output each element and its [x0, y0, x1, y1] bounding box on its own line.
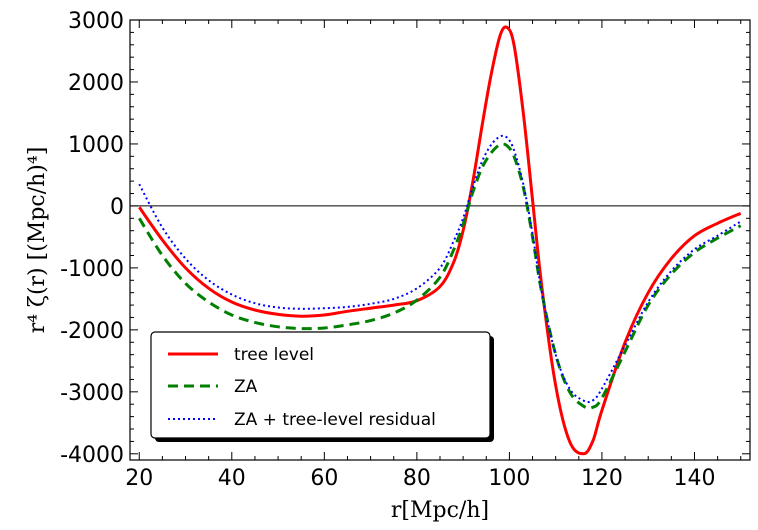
x-tick-label: 20	[125, 466, 153, 491]
x-tick-label: 40	[218, 466, 246, 491]
x-axis-label: r[Mpc/h]	[391, 498, 489, 523]
x-tick-label: 140	[673, 466, 715, 491]
x-tick-label: 100	[488, 466, 530, 491]
x-tick-label: 60	[310, 466, 338, 491]
y-tick-label: 2000	[68, 71, 124, 96]
y-tick-label: -4000	[60, 443, 124, 468]
y-tick-label: -3000	[60, 381, 124, 406]
y-tick-label: -1000	[60, 257, 124, 282]
y-tick-label: 3000	[68, 9, 124, 34]
legend-label-za: ZA	[234, 377, 258, 397]
y-axis-label: r⁴ ζ(r) [(Mpc/h)⁴]	[25, 147, 50, 334]
series-line-tree-level	[138, 25, 742, 456]
x-tick-label: 120	[581, 466, 623, 491]
legend-label-tree-level: tree level	[234, 345, 314, 365]
y-tick-label: 1000	[68, 133, 124, 158]
y-tick-label: 0	[110, 195, 124, 220]
legend-box	[150, 331, 491, 439]
x-tick-label: 80	[403, 466, 431, 491]
legend: tree level ZA ZA + tree-level residual	[150, 331, 494, 442]
plot-frame	[129, 19, 751, 461]
y-tick-label: -2000	[60, 319, 124, 344]
series-line-za	[138, 142, 742, 410]
legend-label-za-residual: ZA + tree-level residual	[234, 410, 436, 430]
